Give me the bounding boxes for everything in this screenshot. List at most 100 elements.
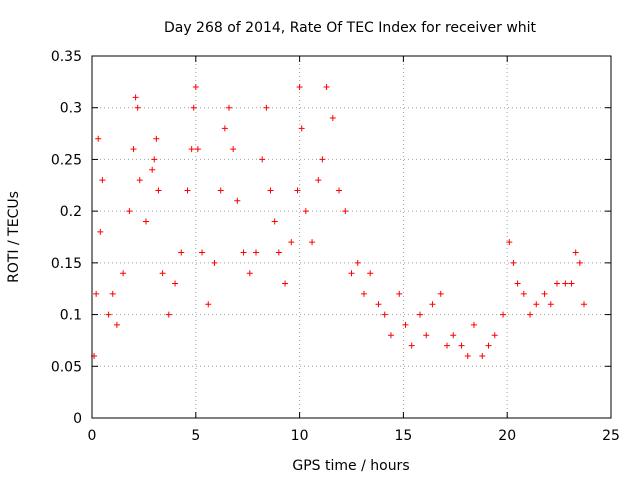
y-tick-label: 0.25 [51, 152, 82, 168]
data-point [153, 135, 160, 142]
data-point [514, 280, 521, 287]
data-point [568, 280, 575, 287]
data-point [253, 249, 260, 256]
data-point [190, 104, 197, 111]
data-point [136, 177, 143, 184]
data-point [132, 94, 139, 101]
data-point [479, 352, 486, 359]
data-point [282, 280, 289, 287]
data-point [491, 332, 498, 339]
data-point [99, 177, 106, 184]
data-point [572, 249, 579, 256]
data-point [194, 146, 201, 153]
data-point [221, 125, 228, 132]
data-point [298, 125, 305, 132]
data-point [381, 311, 388, 318]
data-point [130, 146, 137, 153]
data-point [267, 187, 274, 194]
data-point [450, 332, 457, 339]
data-point [97, 228, 104, 235]
data-point [134, 104, 141, 111]
data-point [192, 84, 199, 91]
y-tick-label: 0.1 [60, 308, 82, 324]
data-point [199, 249, 206, 256]
data-point [387, 332, 394, 339]
grid-lines [92, 56, 611, 418]
x-tick-label: 5 [191, 428, 200, 444]
data-point [263, 104, 270, 111]
data-point [554, 280, 561, 287]
data-point [541, 290, 548, 297]
data-point [155, 187, 162, 194]
y-tick-label: 0.35 [51, 49, 82, 65]
data-point [240, 249, 247, 256]
data-point [259, 156, 266, 163]
data-point [234, 197, 241, 204]
data-point [396, 290, 403, 297]
data-point [458, 342, 465, 349]
data-point [230, 146, 237, 153]
data-point [510, 259, 517, 266]
data-point [178, 249, 185, 256]
data-point [288, 239, 295, 246]
data-point [367, 270, 374, 277]
data-point [437, 290, 444, 297]
data-point [354, 259, 361, 266]
x-tick-label: 0 [88, 428, 97, 444]
data-point [315, 177, 322, 184]
data-point [443, 342, 450, 349]
data-point [165, 311, 172, 318]
data-point [271, 218, 278, 225]
data-point [527, 311, 534, 318]
data-point [360, 290, 367, 297]
data-point [319, 156, 326, 163]
data-point [226, 104, 233, 111]
x-axis-label: GPS time / hours [292, 458, 409, 474]
y-axis-label: ROTI / TECUs [6, 191, 22, 283]
data-point [275, 249, 282, 256]
y-tick-label: 0.15 [51, 256, 82, 272]
data-point [302, 208, 309, 215]
data-point [159, 270, 166, 277]
data-point [296, 84, 303, 91]
data-point [105, 311, 112, 318]
data-point [151, 156, 158, 163]
data-point [547, 301, 554, 308]
data-point [348, 270, 355, 277]
x-tick-label: 20 [498, 428, 516, 444]
data-point [417, 311, 424, 318]
data-point [329, 115, 336, 122]
data-point [120, 270, 127, 277]
data-point [188, 146, 195, 153]
data-point [205, 301, 212, 308]
data-point [342, 208, 349, 215]
data-point [323, 84, 330, 91]
data-point [93, 290, 100, 297]
data-point [408, 342, 415, 349]
data-point [375, 301, 382, 308]
data-point [520, 290, 527, 297]
data-point [109, 290, 116, 297]
data-points [91, 84, 588, 359]
data-point [336, 187, 343, 194]
y-tick-label: 0.3 [60, 101, 82, 117]
data-point [142, 218, 149, 225]
data-point [309, 239, 316, 246]
chart-title: Day 268 of 2014, Rate Of TEC Index for r… [164, 20, 537, 36]
data-point [126, 208, 133, 215]
data-point [172, 280, 179, 287]
data-point [485, 342, 492, 349]
data-point [211, 259, 218, 266]
axis-ticks: 0 5 10 15 20 25 0 0.05 0.1 0.15 0.2 0.25 0.3 0.35 [51, 49, 620, 444]
data-point [217, 187, 224, 194]
y-tick-label: 0.2 [60, 204, 82, 220]
y-tick-label: 0 [73, 411, 82, 427]
data-point [294, 187, 301, 194]
x-tick-label: 10 [291, 428, 309, 444]
data-point [581, 301, 588, 308]
data-point [470, 321, 477, 328]
data-point [576, 259, 583, 266]
data-point [113, 321, 120, 328]
x-tick-label: 25 [602, 428, 620, 444]
